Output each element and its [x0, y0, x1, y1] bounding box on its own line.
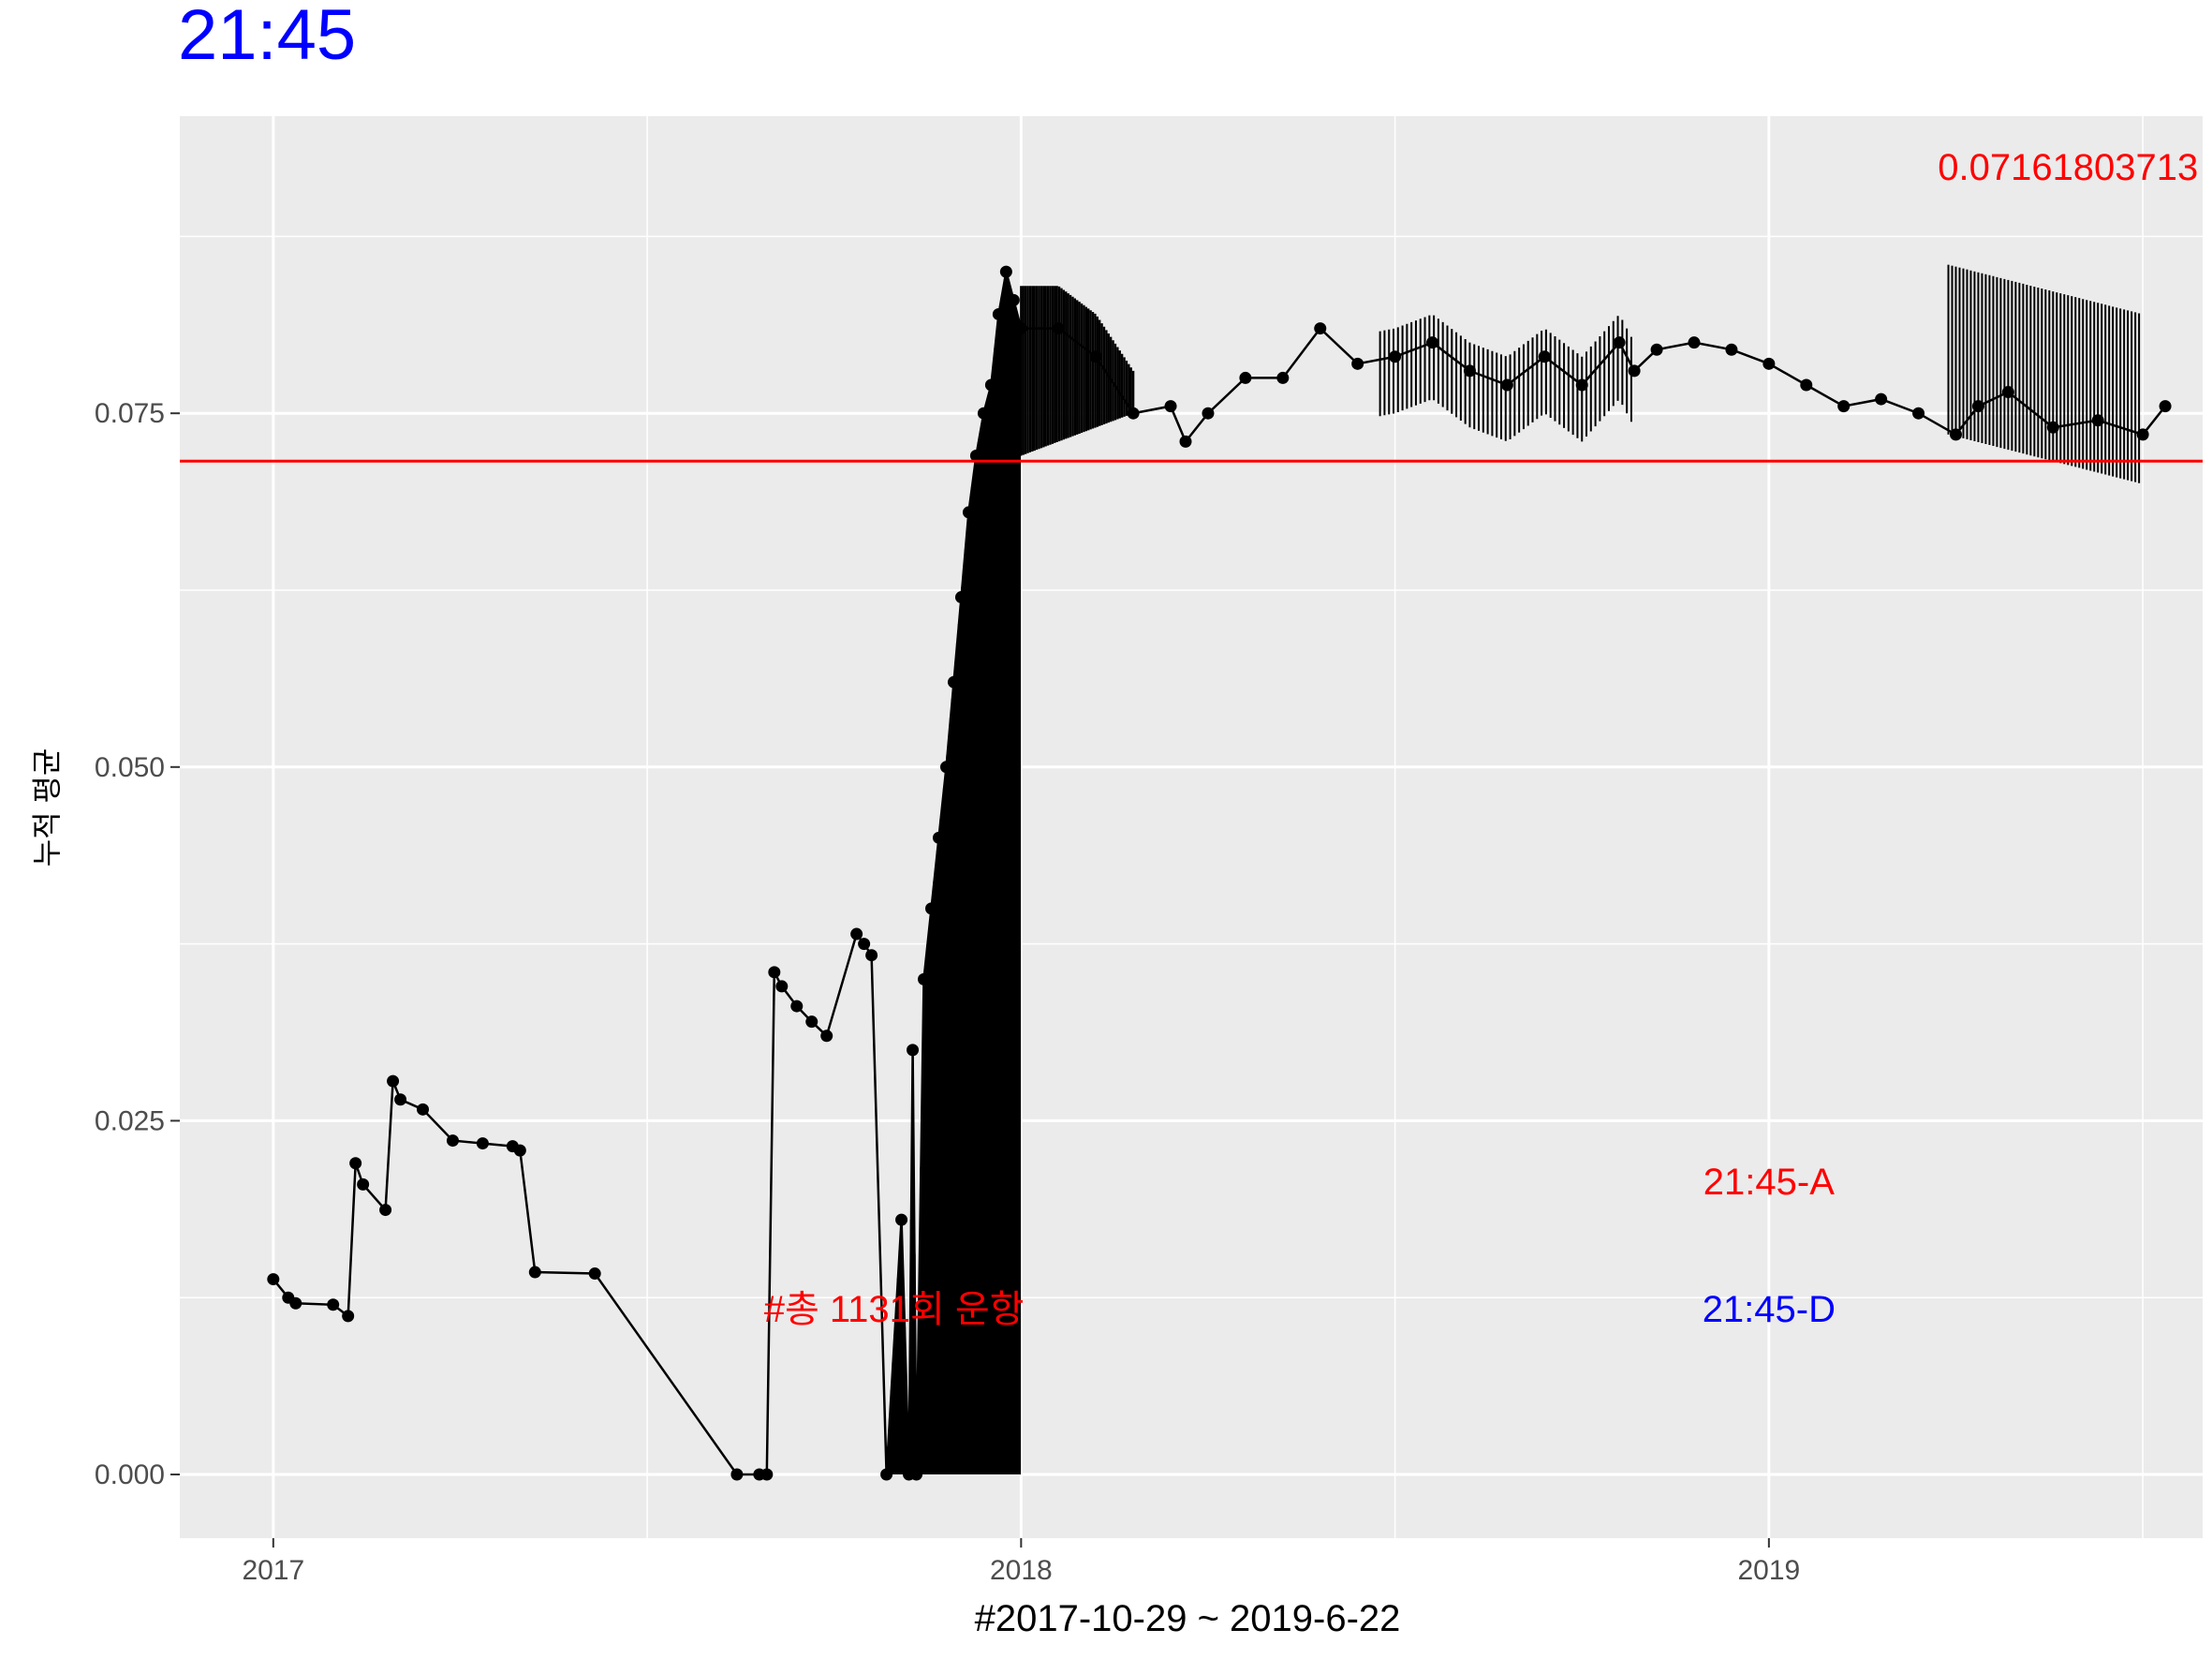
data-point: [1089, 350, 1102, 363]
annotation-label: 0.07161803713: [1938, 147, 2198, 188]
data-point: [342, 1310, 355, 1323]
x-tick-label: 2019: [1737, 1555, 1800, 1586]
data-point: [1575, 378, 1588, 392]
data-point: [327, 1298, 340, 1311]
data-point: [939, 761, 952, 774]
data-point: [910, 1468, 923, 1481]
data-point: [977, 407, 990, 420]
data-point: [1762, 357, 1776, 370]
data-point: [925, 902, 938, 915]
data-point: [1875, 393, 1888, 406]
data-point: [1014, 322, 1027, 335]
data-point: [865, 949, 878, 962]
data-point: [1389, 350, 1402, 363]
x-tick-label: 2018: [990, 1555, 1053, 1586]
data-point: [932, 831, 945, 844]
data-point: [379, 1204, 392, 1217]
data-point: [528, 1266, 541, 1279]
data-point: [760, 1468, 774, 1481]
major-gridlines: [180, 116, 2203, 1538]
data-point: [2046, 421, 2059, 434]
oscillation-segments: [887, 264, 2141, 1475]
data-point: [1179, 435, 1192, 448]
data-point: [357, 1178, 370, 1191]
data-point: [349, 1157, 362, 1170]
data-point: [289, 1296, 302, 1310]
data-point: [992, 307, 1005, 320]
annotations: 0.07161803713 #총 1131회 운항 21:45-A 21:45-D: [764, 147, 2199, 1330]
data-point: [1202, 407, 1215, 420]
annotation-label: 21:45-D: [1703, 1289, 1836, 1330]
plot-panel: [180, 116, 2203, 1538]
data-point: [918, 972, 931, 985]
y-tick-label: 0.050: [95, 752, 165, 783]
data-point: [895, 1213, 908, 1226]
y-tick-label: 0.025: [95, 1105, 165, 1136]
data-point: [387, 1074, 400, 1088]
data-point: [446, 1134, 459, 1148]
data-point: [2159, 400, 2172, 413]
data-point: [969, 450, 982, 463]
data-point: [1650, 343, 1663, 356]
data-point: [1127, 407, 1140, 420]
data-point: [588, 1267, 601, 1281]
data-point: [2136, 428, 2149, 441]
data-point: [1052, 322, 1065, 335]
data-point: [1239, 371, 1252, 384]
y-tick-label: 0.000: [95, 1459, 165, 1490]
y-axis-label: 누적 평균: [30, 748, 64, 867]
data-point: [1628, 364, 1641, 378]
data-point: [947, 675, 960, 689]
data-point: [1971, 400, 1984, 413]
data-point: [513, 1144, 526, 1157]
series-points: [267, 265, 2172, 1481]
data-point: [730, 1468, 744, 1481]
data-point: [1912, 407, 1925, 420]
data-point: [954, 591, 967, 604]
data-point: [1463, 364, 1476, 378]
data-point: [1837, 400, 1851, 413]
data-point: [1500, 378, 1513, 392]
data-point: [1426, 336, 1439, 349]
annotation-label: 21:45-A: [1703, 1162, 1835, 1203]
chart-title: 21:45: [178, 0, 357, 75]
data-point: [805, 1015, 818, 1029]
data-point: [476, 1137, 489, 1150]
data-point: [858, 938, 871, 951]
minor-gridlines: [180, 116, 2203, 1538]
data-point: [775, 980, 789, 993]
data-point: [790, 1000, 804, 1013]
data-point: [962, 506, 975, 519]
data-point: [394, 1093, 407, 1106]
data-point: [1688, 336, 1701, 349]
x-axis-label: #2017-10-29 ~ 2019-6-22: [974, 1598, 1401, 1639]
data-point: [984, 378, 997, 392]
annotation-label: #총 1131회 운항: [764, 1289, 1025, 1330]
data-point: [1949, 428, 1962, 441]
data-point: [1007, 293, 1020, 306]
data-point: [1613, 336, 1626, 349]
data-point: [1800, 378, 1813, 392]
data-point: [417, 1103, 430, 1116]
data-point: [267, 1273, 280, 1286]
data-point: [1276, 371, 1290, 384]
data-point: [999, 265, 1012, 278]
data-point: [880, 1468, 893, 1481]
data-point: [1725, 343, 1738, 356]
data-point: [2091, 414, 2104, 427]
x-tick-label: 2017: [242, 1555, 304, 1586]
data-point: [1314, 322, 1327, 335]
data-point: [768, 966, 781, 979]
data-point: [1538, 350, 1551, 363]
data-point: [2001, 386, 2014, 399]
y-tick-label: 0.075: [95, 398, 165, 429]
data-point: [850, 927, 863, 941]
data-point: [1351, 357, 1364, 370]
data-point: [907, 1044, 920, 1057]
data-point: [1164, 400, 1177, 413]
data-point: [820, 1029, 833, 1043]
axis-ticks: 0.000 0.025 0.050 0.075 2017 2018 2019: [95, 398, 1800, 1586]
